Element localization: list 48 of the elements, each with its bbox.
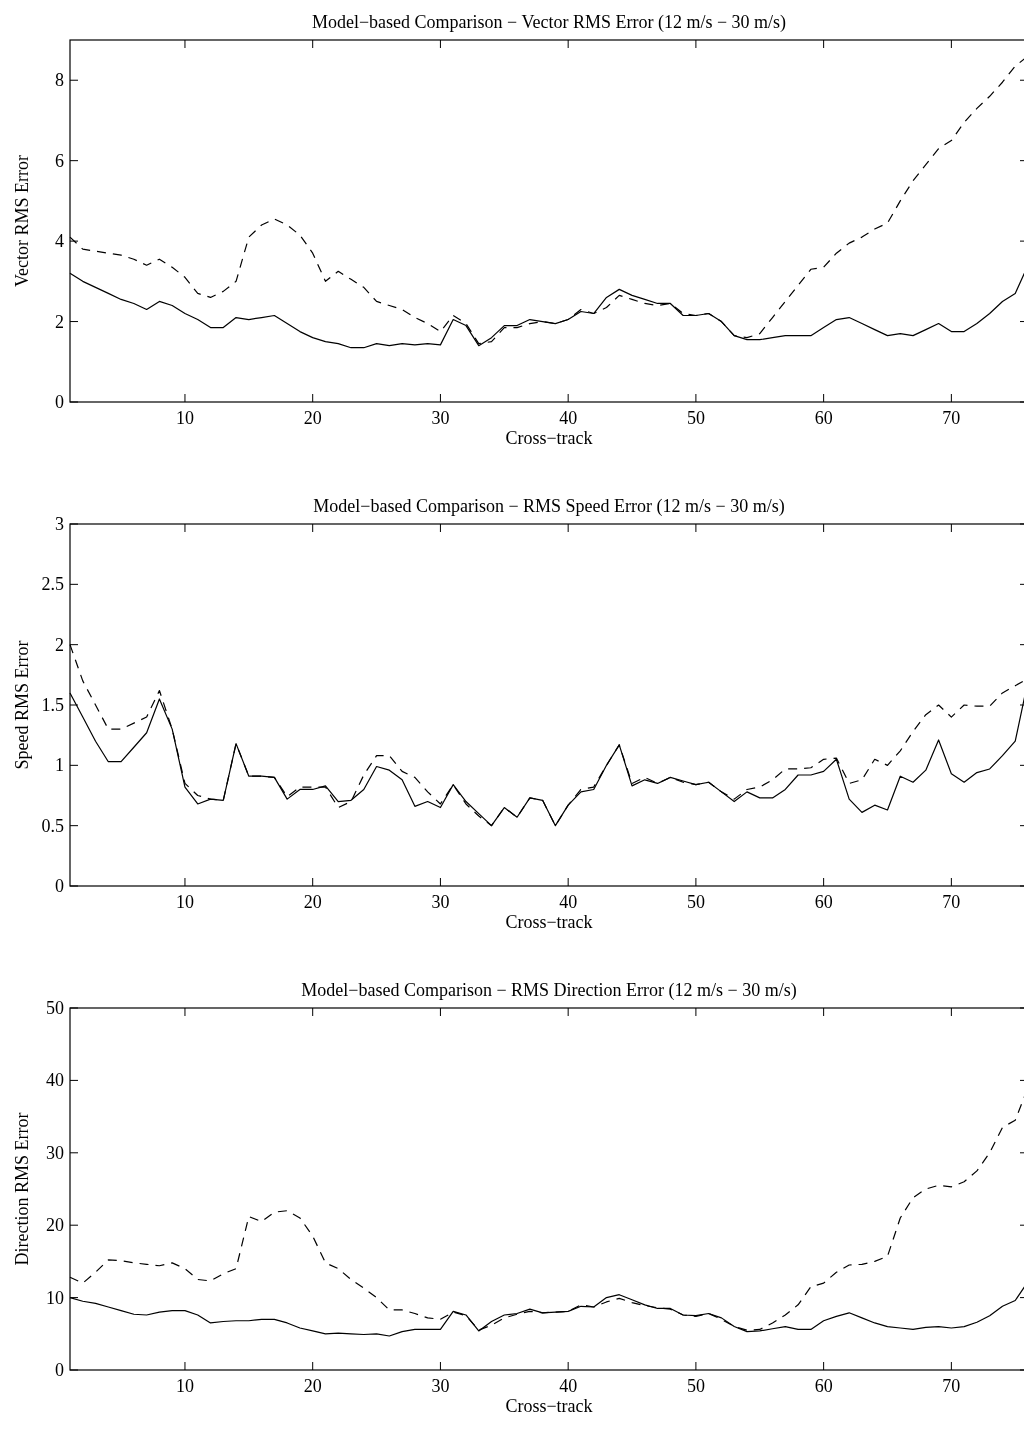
x-axis-title: Cross−track <box>505 428 593 448</box>
y-tick-label: 0 <box>55 1360 64 1380</box>
x-tick-label: 20 <box>303 1376 322 1396</box>
x-tick-label: 60 <box>814 408 833 428</box>
x-tick-label: 20 <box>303 892 322 912</box>
chart-title: Model−based Comparison − Vector RMS Error (12 m/s − 30 m/s) <box>311 12 787 33</box>
x-tick-label: 70 <box>942 408 961 428</box>
y-tick-label: 30 <box>46 1142 64 1163</box>
y-tick-label: 50 <box>46 998 64 1018</box>
chart-title: Model−based Comparison − RMS Speed Error (12 m/s − 30 m/s) <box>313 496 785 517</box>
x-axis-title: Cross−track <box>505 912 593 932</box>
x-tick-label: 50 <box>686 1376 705 1396</box>
y-tick-label: 0 <box>55 876 64 896</box>
y-tick-label: 0 <box>55 392 64 412</box>
y-tick-label: 1.5 <box>41 695 64 715</box>
x-tick-label: 10 <box>175 408 194 428</box>
y-tick-label: 40 <box>46 1070 64 1091</box>
y-tick-label: 20 <box>46 1215 64 1236</box>
x-tick-label: 40 <box>559 892 578 912</box>
y-tick-label: 0.5 <box>41 815 64 836</box>
y-tick-label: 2 <box>55 311 64 332</box>
x-tick-label: 40 <box>559 408 578 428</box>
y-tick-label: 4 <box>55 231 64 252</box>
x-tick-label: 10 <box>175 892 194 912</box>
x-tick-label: 50 <box>686 408 705 428</box>
x-tick-label: 10 <box>175 1376 194 1396</box>
y-tick-label: 10 <box>46 1287 64 1308</box>
x-tick-label: 30 <box>431 892 450 912</box>
x-tick-label: 70 <box>942 1376 961 1396</box>
y-tick-label: 3 <box>55 514 64 534</box>
x-tick-label: 20 <box>303 408 322 428</box>
x-axis-title: Cross−track <box>505 1396 593 1416</box>
x-tick-label: 60 <box>814 892 833 912</box>
chart-title: Model−based Comparison − RMS Direction Error (12 m/s − 30 m/s) <box>301 980 797 1001</box>
y-tick-label: 1 <box>55 755 64 776</box>
x-tick-label: 30 <box>431 1376 450 1396</box>
x-tick-label: 40 <box>559 1376 578 1396</box>
y-axis-title: Direction RMS Error <box>12 1112 32 1266</box>
y-tick-label: 8 <box>55 70 64 91</box>
x-tick-label: 30 <box>431 408 450 428</box>
y-axis-title: Vector RMS Error <box>12 155 32 287</box>
y-tick-label: 2.5 <box>41 574 64 595</box>
y-axis-title: Speed RMS Error <box>12 640 32 770</box>
x-tick-label: 60 <box>814 1376 833 1396</box>
x-tick-label: 50 <box>686 892 705 912</box>
x-tick-label: 70 <box>942 892 961 912</box>
y-tick-label: 6 <box>55 150 64 171</box>
y-tick-label: 2 <box>55 634 64 655</box>
